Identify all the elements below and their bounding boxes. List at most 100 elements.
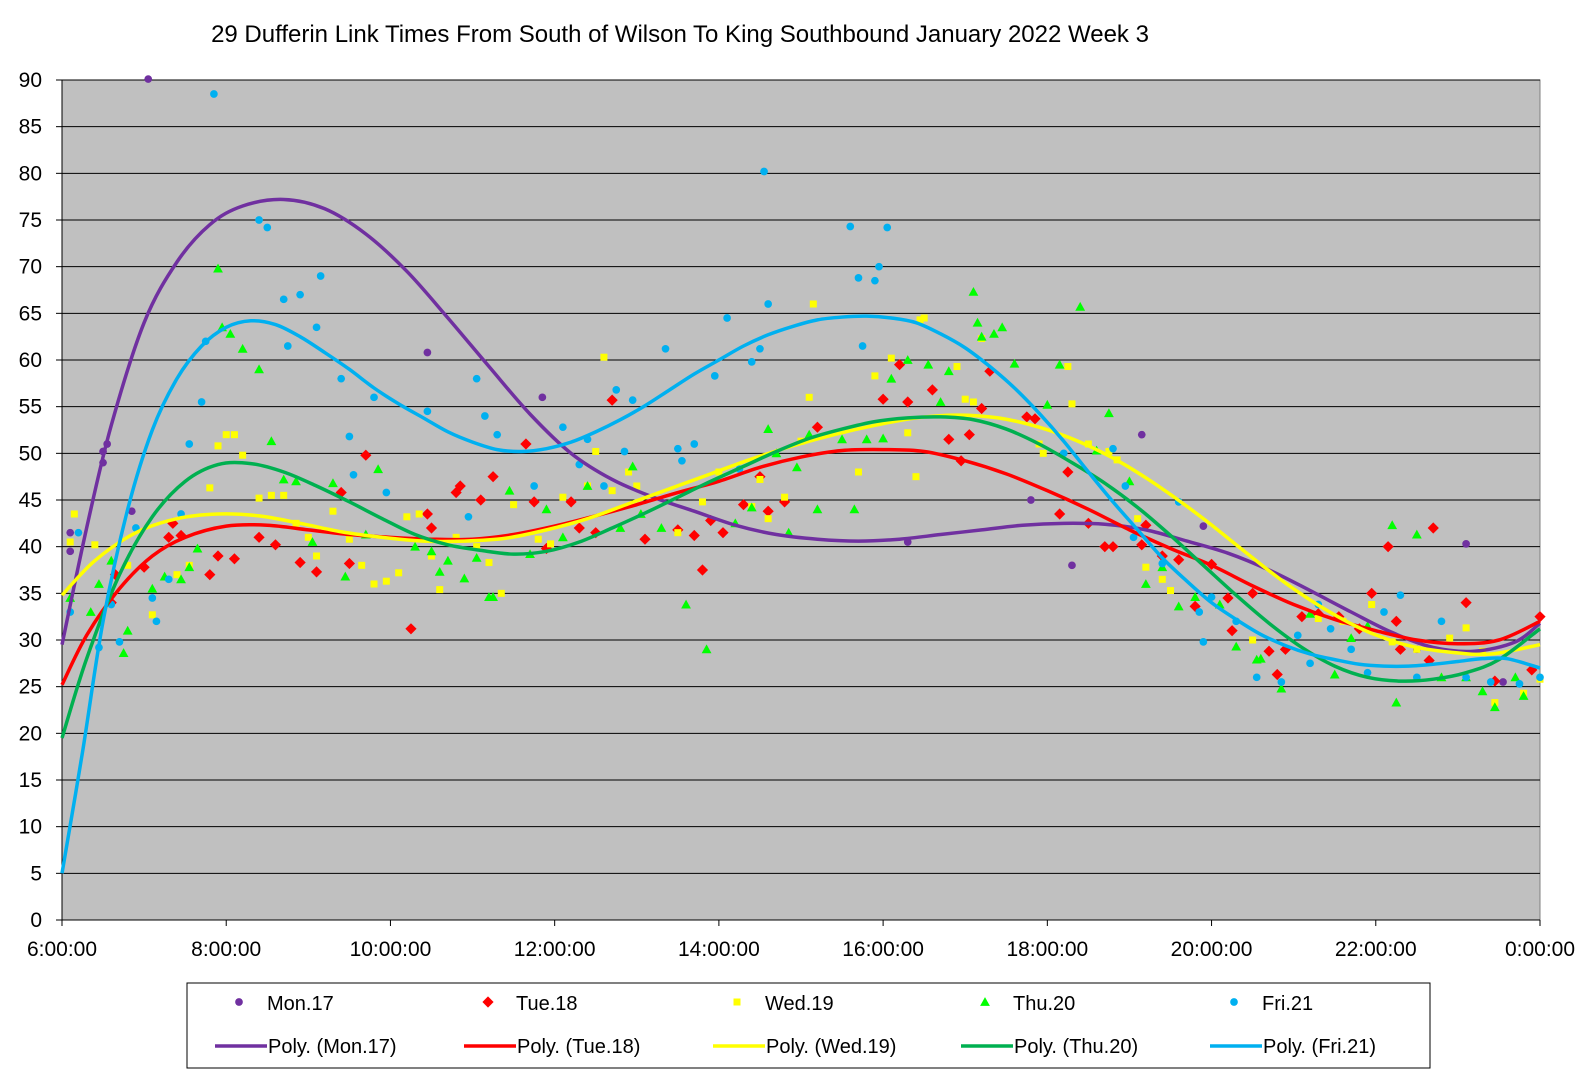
x-tick-label: 6:00:00: [27, 938, 97, 961]
data-point: [197, 398, 206, 406]
y-tick-label: 45: [19, 489, 42, 512]
data-point: [122, 625, 133, 635]
data-point: [625, 468, 633, 476]
data-point: [582, 481, 593, 490]
chart-title: 29 Dufferin Link Times From South of Wil…: [211, 21, 1149, 48]
data-point: [144, 75, 153, 83]
data-point: [481, 412, 489, 420]
data-point: [85, 607, 96, 616]
data-point: [972, 317, 983, 327]
data-point: [452, 533, 460, 541]
data-point: [1199, 638, 1208, 646]
data-point: [185, 440, 194, 448]
data-point: [781, 493, 789, 501]
data-point: [837, 434, 847, 444]
data-point: [173, 571, 181, 579]
data-point: [152, 617, 161, 626]
data-point: [762, 505, 774, 517]
legend-marker: [733, 998, 741, 1006]
data-point: [1136, 539, 1148, 551]
data-point: [854, 468, 862, 476]
x-tick-label: 8:00:00: [191, 938, 261, 961]
data-point: [1427, 522, 1439, 534]
data-point: [1396, 591, 1405, 600]
data-point: [147, 583, 158, 593]
data-point: [1536, 673, 1544, 682]
data-point: [425, 522, 438, 534]
data-point: [541, 504, 552, 514]
data-point: [1158, 575, 1166, 583]
data-point: [1347, 645, 1355, 654]
data-point: [809, 300, 817, 308]
data-point: [475, 494, 487, 506]
data-point: [600, 353, 608, 361]
data-point: [228, 553, 241, 565]
data-point: [1411, 529, 1422, 539]
data-point: [656, 523, 667, 532]
data-point: [912, 473, 920, 481]
data-point: [1366, 587, 1378, 599]
legend: Mon.17 Tue.18 Wed.19 Thu.20 Fri.21 Poly. (Mon…: [215, 993, 1376, 1058]
data-point: [1276, 683, 1287, 693]
legend-marker: [980, 997, 990, 1006]
data-point: [976, 331, 987, 341]
data-point: [627, 461, 638, 471]
data-point: [1394, 643, 1407, 655]
data-point: [279, 295, 288, 304]
data-point: [1477, 686, 1488, 696]
y-tick-label: 35: [19, 582, 42, 605]
data-point: [1363, 668, 1372, 677]
data-point: [316, 272, 325, 280]
data-point: [916, 316, 924, 324]
data-point: [307, 537, 318, 546]
data-point: [1518, 691, 1529, 700]
data-point: [1314, 615, 1322, 623]
legend-label: Fri.21: [1262, 993, 1313, 1015]
data-point: [1039, 449, 1047, 457]
data-point: [1515, 680, 1524, 688]
data-point: [213, 263, 223, 273]
data-point: [984, 365, 996, 377]
data-point: [214, 442, 222, 450]
x-tick-label: 10:00:00: [350, 938, 432, 961]
legend-marker: [235, 998, 243, 1006]
data-point: [148, 594, 157, 602]
data-point: [370, 580, 378, 588]
data-point: [310, 566, 323, 578]
data-point: [963, 429, 975, 441]
trendline-mon-17: [60, 197, 1542, 654]
data-point: [690, 440, 699, 448]
data-point: [1075, 301, 1086, 311]
data-point: [239, 451, 247, 459]
data-point: [504, 485, 515, 495]
data-point: [538, 393, 547, 402]
y-tick-label: 15: [19, 769, 42, 792]
data-point: [858, 342, 867, 350]
y-tick-label: 40: [19, 536, 42, 559]
data-point: [1305, 608, 1315, 618]
data-point: [212, 550, 224, 562]
data-point: [902, 396, 914, 408]
data-point: [436, 586, 444, 594]
data-point: [849, 504, 860, 514]
data-point: [312, 323, 321, 332]
data-point: [1346, 633, 1357, 643]
data-point: [91, 541, 99, 549]
data-point: [1142, 563, 1150, 571]
data-point: [118, 648, 129, 657]
data-point: [628, 396, 637, 404]
data-point: [557, 532, 568, 542]
data-point: [210, 90, 218, 98]
data-point: [1247, 587, 1259, 599]
y-tick-label: 20: [19, 722, 42, 745]
axes: 0 5 10 15 20 25 30 35 40 45 50 55 60 65 70 75 80 85 90 6:00…: [19, 69, 1575, 961]
data-point: [263, 223, 272, 232]
trend-lines: [60, 197, 1542, 874]
y-tick-label: 85: [19, 116, 42, 139]
data-point: [1368, 601, 1376, 609]
data-point: [415, 510, 423, 518]
y-tick-label: 55: [19, 396, 42, 419]
data-point: [615, 523, 626, 532]
data-point: [94, 579, 104, 588]
